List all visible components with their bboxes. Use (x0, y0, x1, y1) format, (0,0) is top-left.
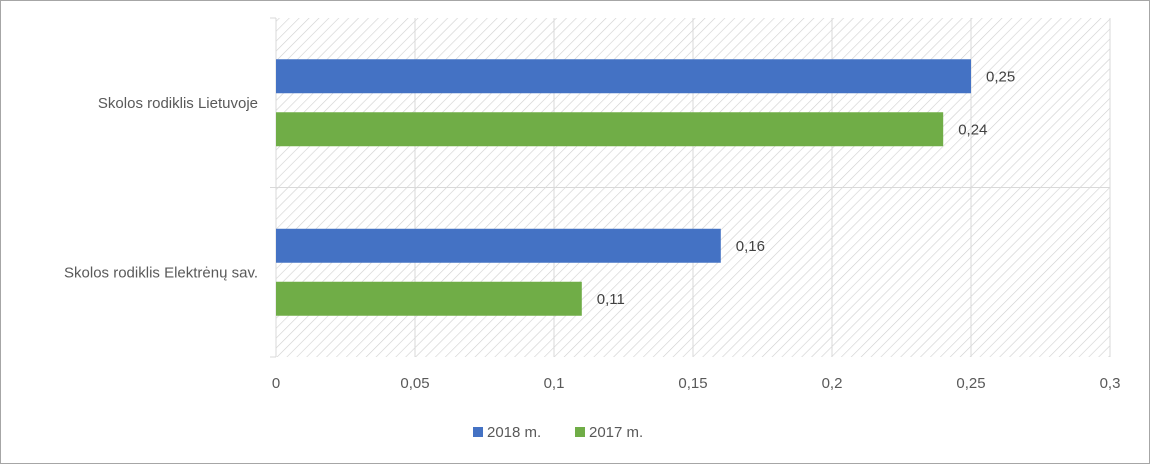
data-label: 0,25 (986, 68, 1015, 85)
x-tick-label: 0,15 (678, 375, 707, 392)
bars (276, 59, 971, 316)
data-label: 0,24 (958, 121, 987, 138)
data-label: 0,11 (597, 291, 625, 308)
legend-label: 2017 m. (589, 424, 643, 441)
legend-swatch (575, 427, 585, 437)
category-label: Skolos rodiklis Lietuvoje (98, 95, 258, 112)
x-tick-label: 0 (272, 375, 280, 392)
x-tick-label: 0,3 (1100, 375, 1121, 392)
labels: 0 0,05 0,1 0,15 0,2 0,25 0,3 Skolos rodiklis Li… (64, 68, 1120, 392)
legend-label: 2018 m. (487, 424, 541, 441)
bar (276, 281, 582, 316)
x-tick-label: 0,2 (822, 375, 843, 392)
x-tick-label: 0,25 (956, 375, 985, 392)
legend-swatch (473, 427, 483, 437)
bar (276, 112, 944, 147)
x-tick-label: 0,1 (544, 375, 565, 392)
legend: 2018 m. 2017 m. (473, 424, 643, 441)
bar (276, 59, 971, 94)
category-label: Skolos rodiklis Elektrėnų sav. (64, 264, 258, 281)
data-label: 0,16 (736, 238, 765, 255)
x-tick-label: 0,05 (400, 375, 429, 392)
bar (276, 228, 721, 263)
